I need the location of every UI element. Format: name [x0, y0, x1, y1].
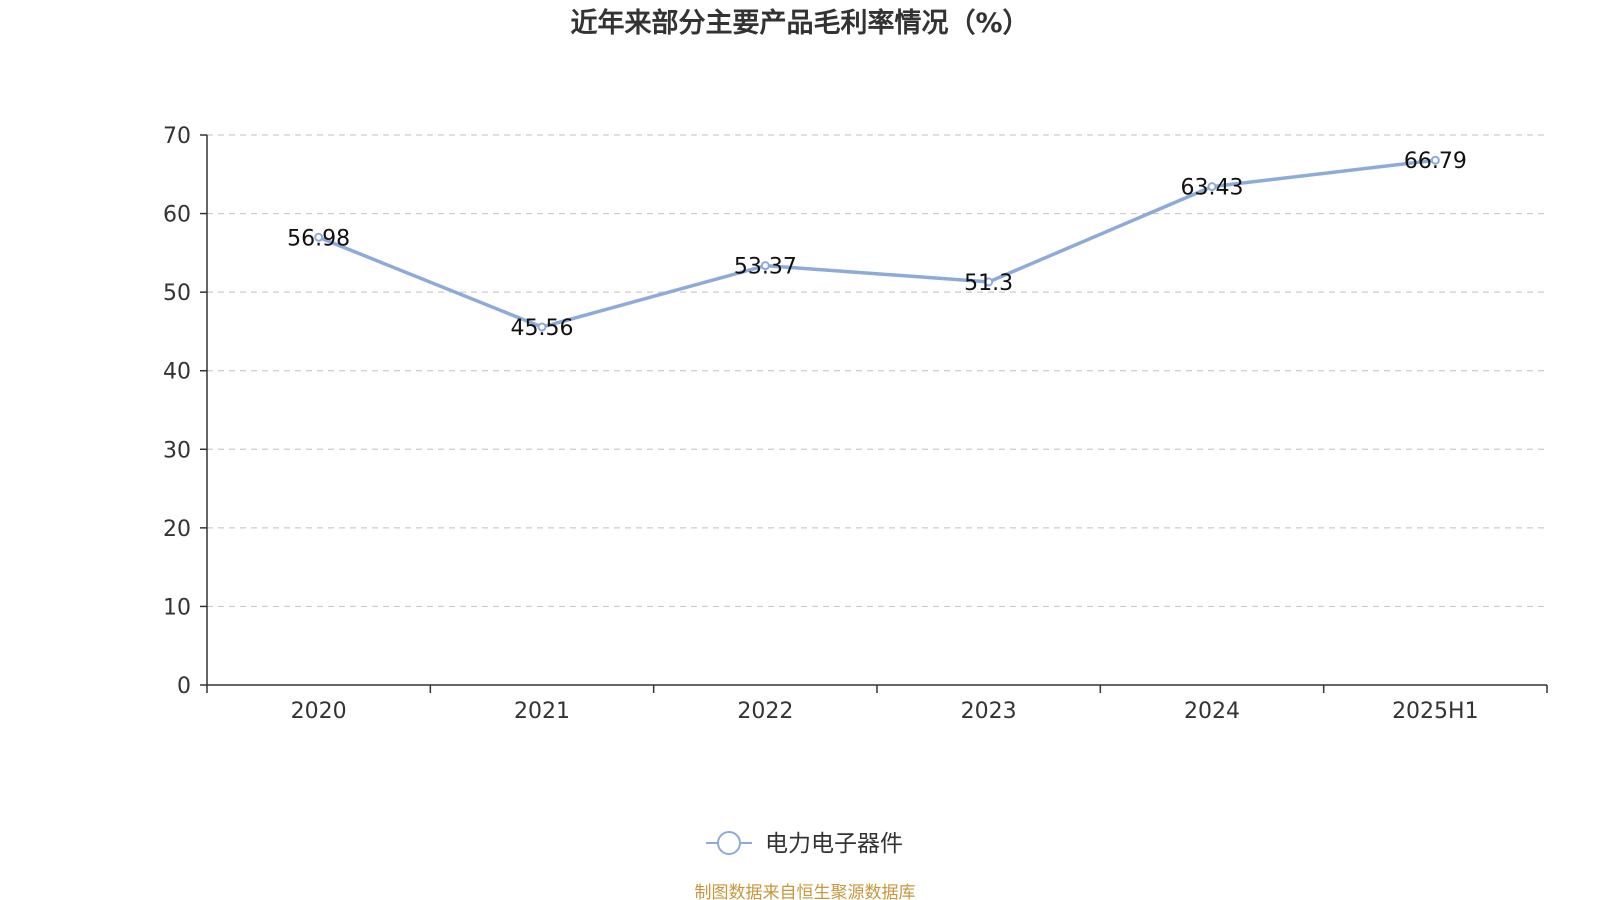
y-axis-ticks: 0 10 20 30 40 50 60 70 — [163, 124, 207, 699]
data-label: 66.79 — [1404, 149, 1467, 174]
data-point — [537, 322, 547, 332]
y-tick-label: 30 — [163, 438, 191, 463]
grid-lines — [207, 134, 1547, 608]
legend-label: 电力电子器件 — [765, 831, 903, 857]
data-labels: 56.98 45.56 53.37 51.3 63.43 66.79 — [287, 149, 1467, 341]
x-tick-label: 2023 — [961, 699, 1017, 724]
x-tick-label: 2021 — [514, 699, 570, 724]
y-tick-label: 70 — [163, 124, 191, 149]
data-label: 51.3 — [964, 271, 1013, 296]
data-point — [1430, 155, 1440, 165]
y-tick-label: 20 — [163, 517, 191, 542]
data-label: 63.43 — [1181, 176, 1244, 201]
y-tick-label: 60 — [163, 203, 191, 228]
y-tick-label: 10 — [163, 595, 191, 620]
data-label: 56.98 — [287, 226, 350, 251]
y-tick-label: 0 — [177, 674, 191, 699]
x-axis-ticks: 2020 2021 2022 2023 2024 2025H1 — [206, 685, 1548, 724]
data-point — [1207, 182, 1217, 192]
legend[interactable]: 电力电子器件 — [706, 831, 903, 857]
chart-title: 近年来部分主要产品毛利率情况（%） — [570, 7, 1029, 39]
legend-marker-icon — [717, 831, 741, 855]
x-tick-label: 2024 — [1184, 699, 1240, 724]
data-label: 45.56 — [511, 316, 574, 341]
x-tick-label: 2020 — [291, 699, 347, 724]
data-point — [314, 232, 324, 242]
series-line — [316, 158, 1438, 329]
y-tick-label: 40 — [163, 360, 191, 385]
y-tick-label: 50 — [163, 281, 191, 306]
axes — [206, 135, 1547, 686]
data-point — [984, 277, 994, 287]
data-label: 53.37 — [734, 255, 797, 280]
source-note: 制图数据来自恒生聚源数据库 — [695, 883, 916, 900]
series-layer — [314, 155, 1440, 332]
x-tick-label: 2022 — [737, 699, 793, 724]
x-tick-label: 2025H1 — [1392, 699, 1479, 724]
data-point — [760, 261, 770, 271]
